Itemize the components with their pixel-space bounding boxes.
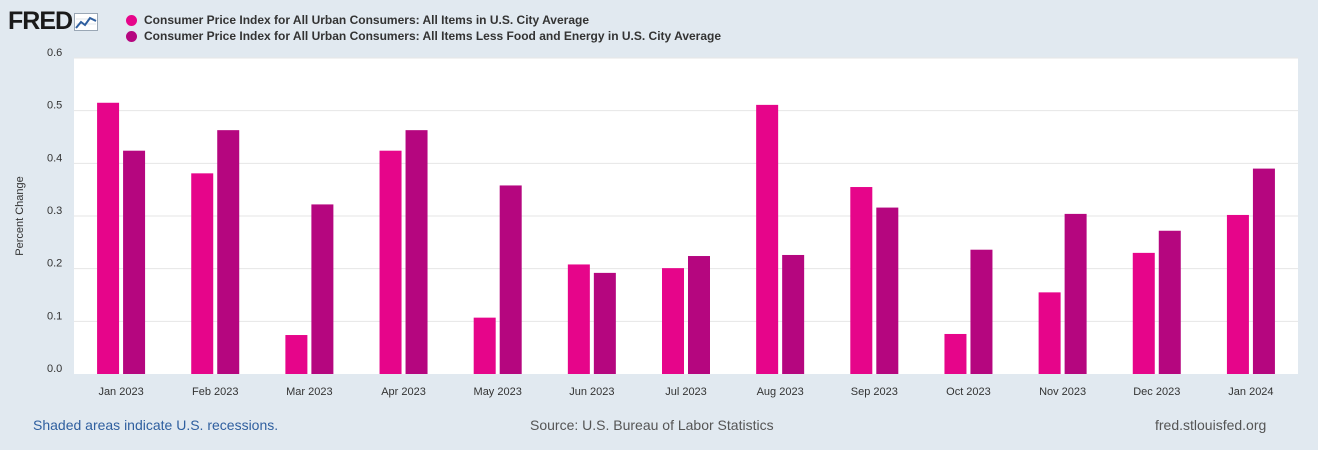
y-tick-label: 0.0 xyxy=(47,363,62,375)
bar-cpi-all-items[interactable] xyxy=(379,150,402,374)
x-tick-label: Apr 2023 xyxy=(381,386,426,398)
bar-cpi-core[interactable] xyxy=(876,207,899,374)
bar-cpi-all-items[interactable] xyxy=(473,317,496,374)
x-tick-label: Feb 2023 xyxy=(192,386,238,398)
bar-cpi-core[interactable] xyxy=(970,249,993,374)
y-tick-label: 0.1 xyxy=(47,310,62,322)
fred-logo-text: FRED xyxy=(8,7,73,35)
bar-cpi-all-items[interactable] xyxy=(850,187,873,374)
legend-item-cpi-all-items[interactable]: Consumer Price Index for All Urban Consu… xyxy=(126,12,721,28)
bar-cpi-core[interactable] xyxy=(782,254,805,374)
legend-label-cpi-core: Consumer Price Index for All Urban Consu… xyxy=(144,29,722,43)
bar-cpi-all-items[interactable] xyxy=(567,264,590,374)
bar-cpi-all-items[interactable] xyxy=(944,333,967,374)
x-tick-label: Oct 2023 xyxy=(946,386,991,398)
bar-cpi-core[interactable] xyxy=(1158,230,1181,374)
y-tick-label: 0.6 xyxy=(47,47,62,59)
bars xyxy=(97,102,1275,375)
x-tick-label: Dec 2023 xyxy=(1133,386,1180,398)
legend-swatch-cpi-all-items xyxy=(126,14,137,26)
bar-cpi-core[interactable] xyxy=(311,204,334,374)
x-tick-label: Mar 2023 xyxy=(286,386,332,398)
x-tick-label: Jul 2023 xyxy=(665,386,707,398)
y-axis-ticks: 0.0 0.1 0.2 0.3 0.4 0.5 0.6 xyxy=(47,47,62,375)
legend-swatch-cpi-core xyxy=(126,30,137,42)
x-axis-ticks: Jan 2023 Feb 2023 Mar 2023 Apr 2023 May 2023… xyxy=(98,386,1273,398)
recessions-note: Shaded areas indicate U.S. recessions. xyxy=(33,417,279,433)
bar-cpi-core[interactable] xyxy=(688,256,710,374)
chart-legend: Consumer Price Index for All Urban Consu… xyxy=(126,12,721,44)
bar-cpi-core[interactable] xyxy=(217,130,240,374)
bar-cpi-core[interactable] xyxy=(593,272,616,374)
bar-cpi-all-items[interactable] xyxy=(1038,292,1061,374)
bar-cpi-all-items[interactable] xyxy=(1132,252,1155,374)
fred-logo[interactable]: FRED xyxy=(8,7,99,35)
bar-cpi-all-items[interactable] xyxy=(97,102,120,375)
gridlines xyxy=(74,57,1298,322)
bar-cpi-all-items[interactable] xyxy=(756,104,779,374)
source-note: Source: U.S. Bureau of Labor Statistics xyxy=(530,417,774,433)
x-tick-label: Jun 2023 xyxy=(569,386,614,398)
bar-cpi-all-items[interactable] xyxy=(191,173,214,374)
bar-cpi-all-items[interactable] xyxy=(662,268,684,374)
bar-cpi-all-items[interactable] xyxy=(285,335,308,374)
bar-cpi-core[interactable] xyxy=(1064,213,1087,374)
y-tick-label: 0.2 xyxy=(47,258,62,270)
y-tick-label: 0.4 xyxy=(47,152,62,164)
bar-chart: 0.0 0.1 0.2 0.3 0.4 0.5 0.6 Jan 2023 Feb 2023 Ma… xyxy=(14,47,1298,398)
y-tick-label: 0.5 xyxy=(47,100,62,112)
bar-cpi-core[interactable] xyxy=(123,150,146,374)
y-tick-label: 0.3 xyxy=(47,205,62,217)
bar-cpi-all-items[interactable] xyxy=(1226,214,1249,374)
x-tick-label: Aug 2023 xyxy=(757,386,804,398)
bar-cpi-core[interactable] xyxy=(1252,168,1275,374)
x-tick-label: May 2023 xyxy=(474,386,522,398)
site-link[interactable]: fred.stlouisfed.org xyxy=(1155,417,1267,433)
x-tick-label: Sep 2023 xyxy=(851,386,898,398)
fred-chart-icon xyxy=(74,13,99,31)
y-axis-label: Percent Change xyxy=(14,176,26,256)
x-tick-label: Nov 2023 xyxy=(1039,386,1086,398)
x-tick-label: Jan 2023 xyxy=(98,386,143,398)
legend-item-cpi-core[interactable]: Consumer Price Index for All Urban Consu… xyxy=(126,28,721,44)
legend-label-cpi-all-items: Consumer Price Index for All Urban Consu… xyxy=(144,13,589,27)
x-tick-label: Jan 2024 xyxy=(1228,386,1273,398)
bar-cpi-core[interactable] xyxy=(405,130,428,374)
bar-cpi-core[interactable] xyxy=(499,185,522,374)
